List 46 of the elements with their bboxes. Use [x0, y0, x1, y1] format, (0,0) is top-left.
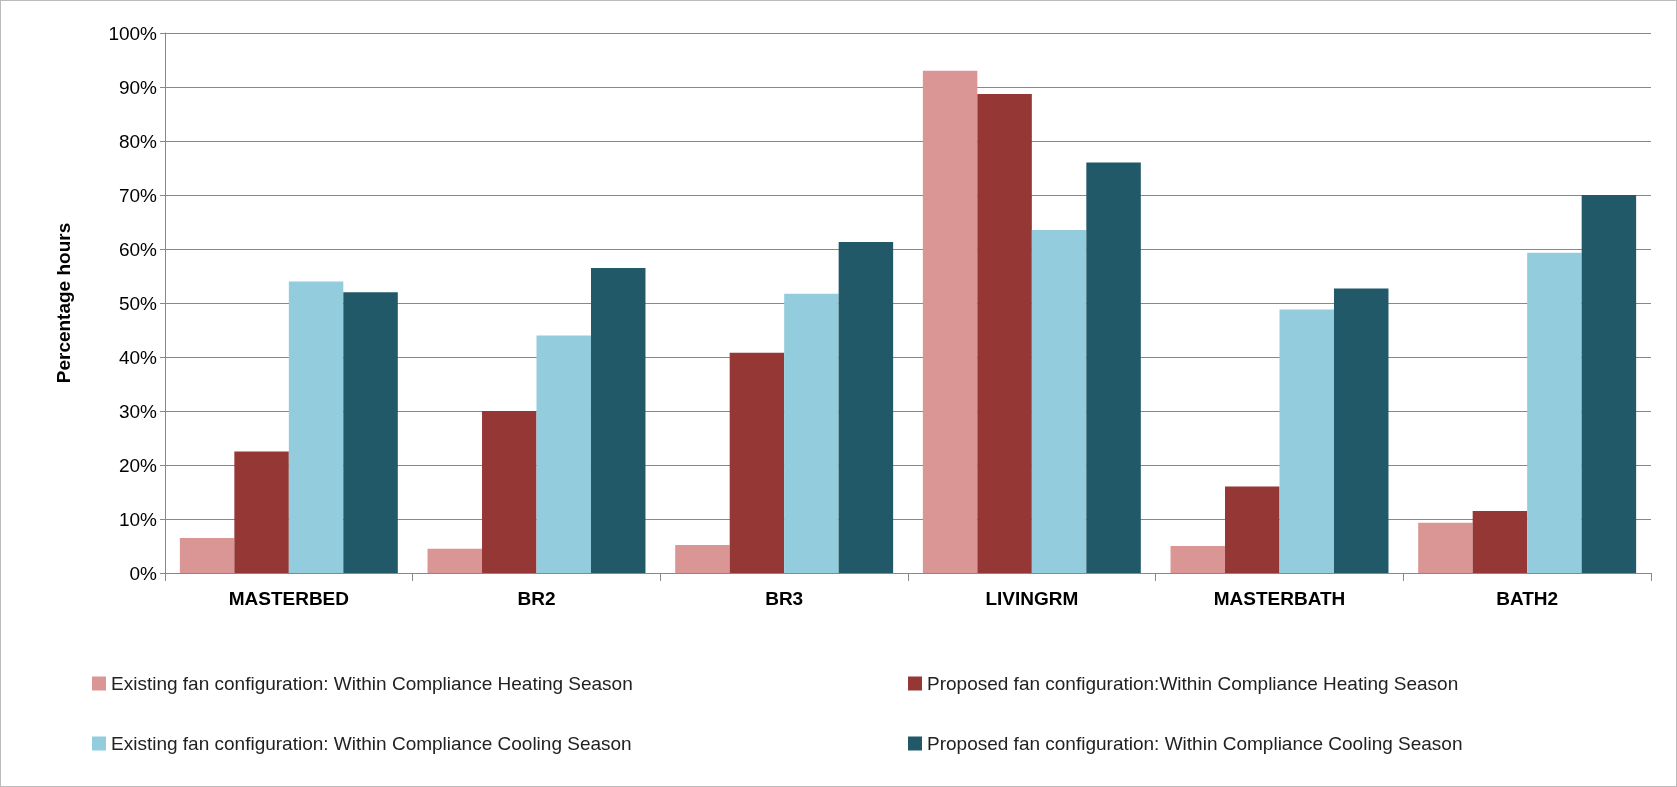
- bar: [1527, 252, 1582, 573]
- x-tick-label: MASTERBED: [228, 588, 350, 609]
- y-tick-label: 80%: [118, 130, 158, 152]
- x-tick-label: BATH2: [1496, 588, 1559, 609]
- bar: [729, 352, 785, 573]
- bar: [590, 267, 646, 573]
- bar: [1472, 510, 1528, 573]
- y-tick-label: 60%: [118, 238, 158, 260]
- x-tick-label: MASTERBATH: [1213, 588, 1346, 609]
- bar: [675, 544, 730, 573]
- bar: [482, 411, 537, 573]
- x-tick-label: BR3: [765, 588, 804, 609]
- bar: [1581, 195, 1637, 573]
- y-tick-label: 100%: [108, 22, 158, 44]
- legend-label: Existing fan configuration: Within Compliance Heating Season: [111, 673, 633, 694]
- bar: [922, 70, 978, 573]
- bar: [234, 451, 289, 573]
- bar: [838, 241, 894, 573]
- bar: [784, 293, 839, 573]
- bar: [343, 292, 398, 573]
- legend-label: Existing fan configuration: Within Compliance Cooling Season: [111, 733, 632, 754]
- y-tick-label: 30%: [118, 400, 158, 422]
- legend-label: Proposed fan configuration:Within Compliance Heating Season: [927, 673, 1459, 694]
- bar: [427, 548, 483, 573]
- bar: [977, 94, 1032, 573]
- bar: [1170, 546, 1226, 573]
- bar: [288, 281, 344, 573]
- bar: [179, 537, 235, 573]
- y-tick-label: 20%: [118, 454, 158, 476]
- bar: [1086, 162, 1141, 573]
- legend-label: Proposed fan configuration: Within Compliance Cooling Season: [927, 733, 1463, 754]
- x-tick-label: BR2: [517, 588, 556, 609]
- bar: [1333, 288, 1389, 573]
- bar: [1225, 486, 1280, 573]
- y-tick-label: 10%: [118, 508, 158, 530]
- y-tick-label: 90%: [118, 76, 158, 98]
- x-tick-label: LIVINGRM: [985, 588, 1079, 609]
- y-tick-label: 40%: [118, 346, 158, 368]
- y-tick-label: 50%: [118, 292, 158, 314]
- bar: [536, 335, 591, 573]
- y-axis-title: Percentage hours: [53, 222, 74, 384]
- bar: [1031, 230, 1087, 573]
- y-tick-label: 0%: [129, 562, 158, 584]
- y-tick-label: 70%: [118, 184, 158, 206]
- bar: [1279, 309, 1334, 573]
- bar: [1418, 522, 1473, 573]
